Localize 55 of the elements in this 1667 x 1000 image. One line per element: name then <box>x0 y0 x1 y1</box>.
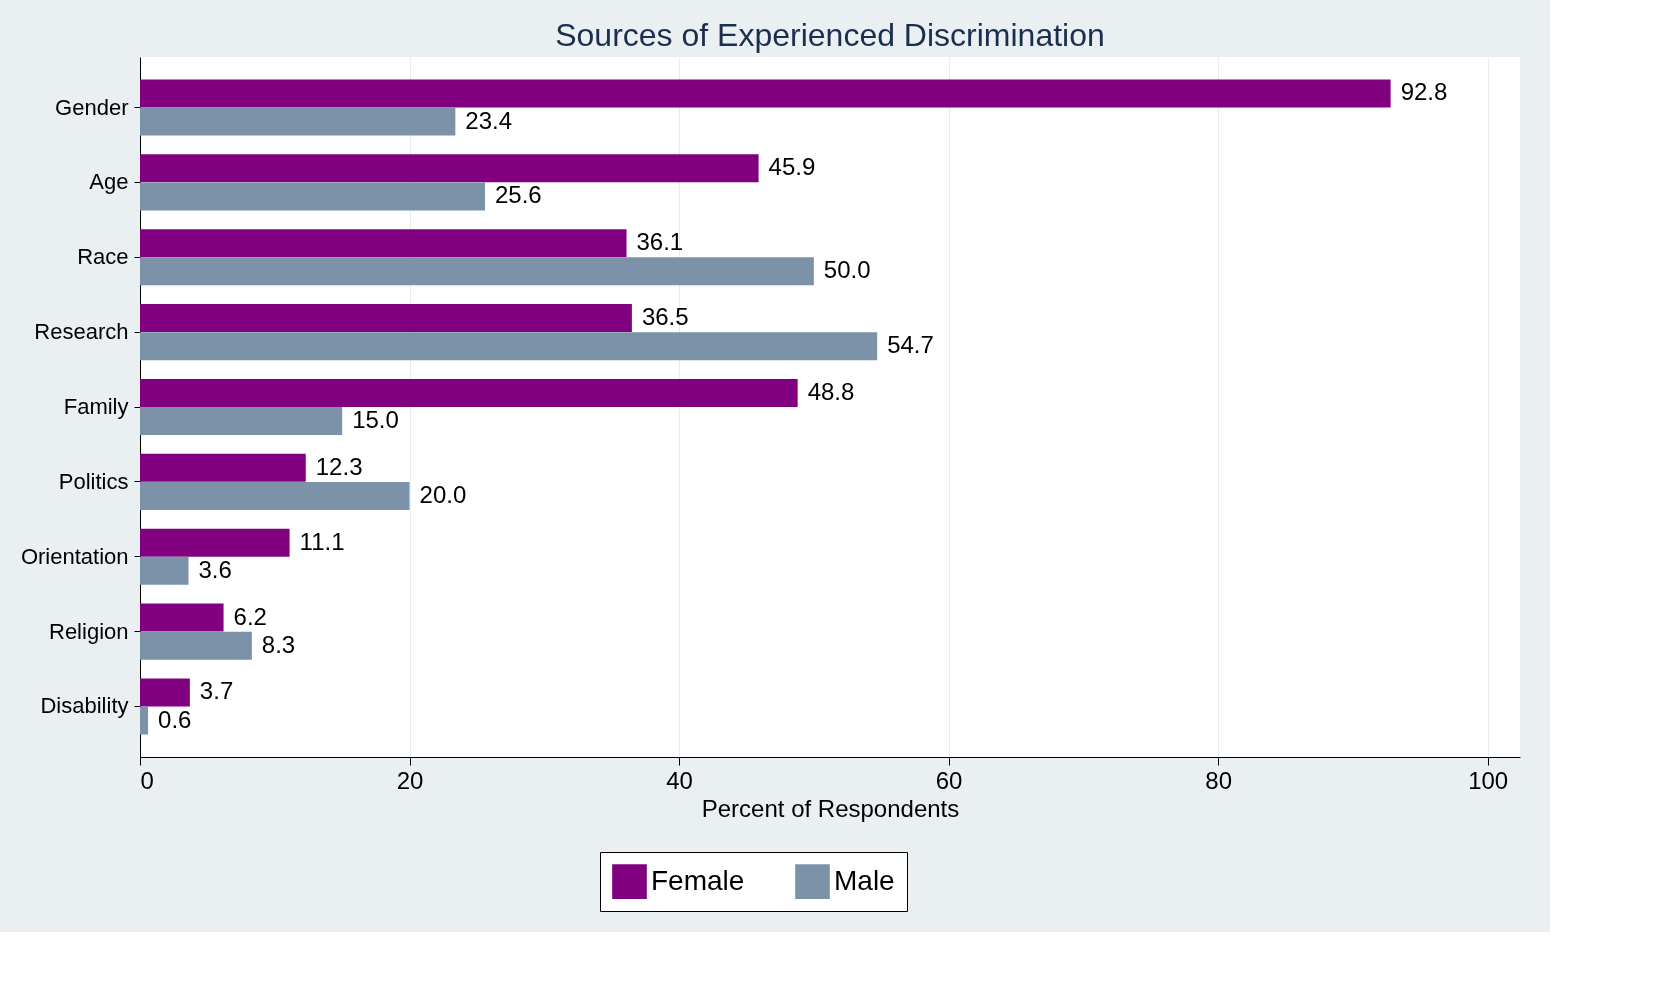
bar <box>140 378 798 407</box>
data-label: 11.1 <box>299 527 345 555</box>
chart-title: Sources of Experienced Discrimination <box>555 17 1105 53</box>
data-label: 36.1 <box>636 228 684 256</box>
y-tick-label: Disability <box>40 693 129 719</box>
y-tick-label: Religion <box>49 618 129 644</box>
x-tick-label: 40 <box>666 766 693 794</box>
data-label: 25.6 <box>495 181 542 209</box>
data-label: 48.8 <box>807 377 855 405</box>
data-label: 50.0 <box>823 256 871 284</box>
y-tick-label: Orientation <box>20 543 129 569</box>
bar <box>140 603 224 632</box>
data-label: 12.3 <box>315 452 363 480</box>
data-label: 45.9 <box>768 153 816 181</box>
data-label: 23.4 <box>465 106 513 134</box>
bar <box>140 332 878 361</box>
bar <box>140 107 456 136</box>
bar <box>140 631 252 660</box>
bar <box>140 154 759 183</box>
bar <box>140 678 190 707</box>
bar <box>140 556 189 585</box>
data-label: 36.5 <box>641 303 689 331</box>
legend-label: Male <box>834 864 895 896</box>
x-tick-label: 60 <box>935 766 963 794</box>
data-label: 20.0 <box>419 480 467 508</box>
bar <box>140 79 1391 108</box>
y-tick-label: Family <box>63 394 129 419</box>
y-tick-label: Politics <box>58 468 129 494</box>
data-label: 54.7 <box>887 331 934 359</box>
x-axis-title: Percent of Respondents <box>701 794 960 822</box>
bar <box>140 304 632 333</box>
bar <box>140 528 290 557</box>
data-label: 6.2 <box>233 602 267 630</box>
data-label: 92.8 <box>1400 78 1448 106</box>
x-tick-label: 0 <box>140 766 154 794</box>
data-label: 8.3 <box>261 630 296 658</box>
data-label: 3.7 <box>199 677 234 705</box>
data-label: 15.0 <box>352 406 399 434</box>
y-tick-label: Age <box>89 169 129 195</box>
x-tick-label: 80 <box>1205 766 1232 794</box>
bar <box>140 407 343 436</box>
bar <box>140 706 149 735</box>
y-tick-label: Research <box>34 319 129 345</box>
data-label: 3.6 <box>198 555 232 583</box>
y-tick-label: Race <box>77 244 129 270</box>
y-tick-label: Gender <box>55 94 129 120</box>
bar <box>140 182 485 211</box>
x-tick-label: 100 <box>1468 766 1509 794</box>
data-label: 0.6 <box>158 705 192 733</box>
bar <box>140 481 410 510</box>
x-tick-label: 20 <box>396 766 424 794</box>
bar <box>140 257 814 286</box>
bar <box>140 453 306 482</box>
bar <box>140 229 627 258</box>
legend-label: Female <box>651 864 745 896</box>
